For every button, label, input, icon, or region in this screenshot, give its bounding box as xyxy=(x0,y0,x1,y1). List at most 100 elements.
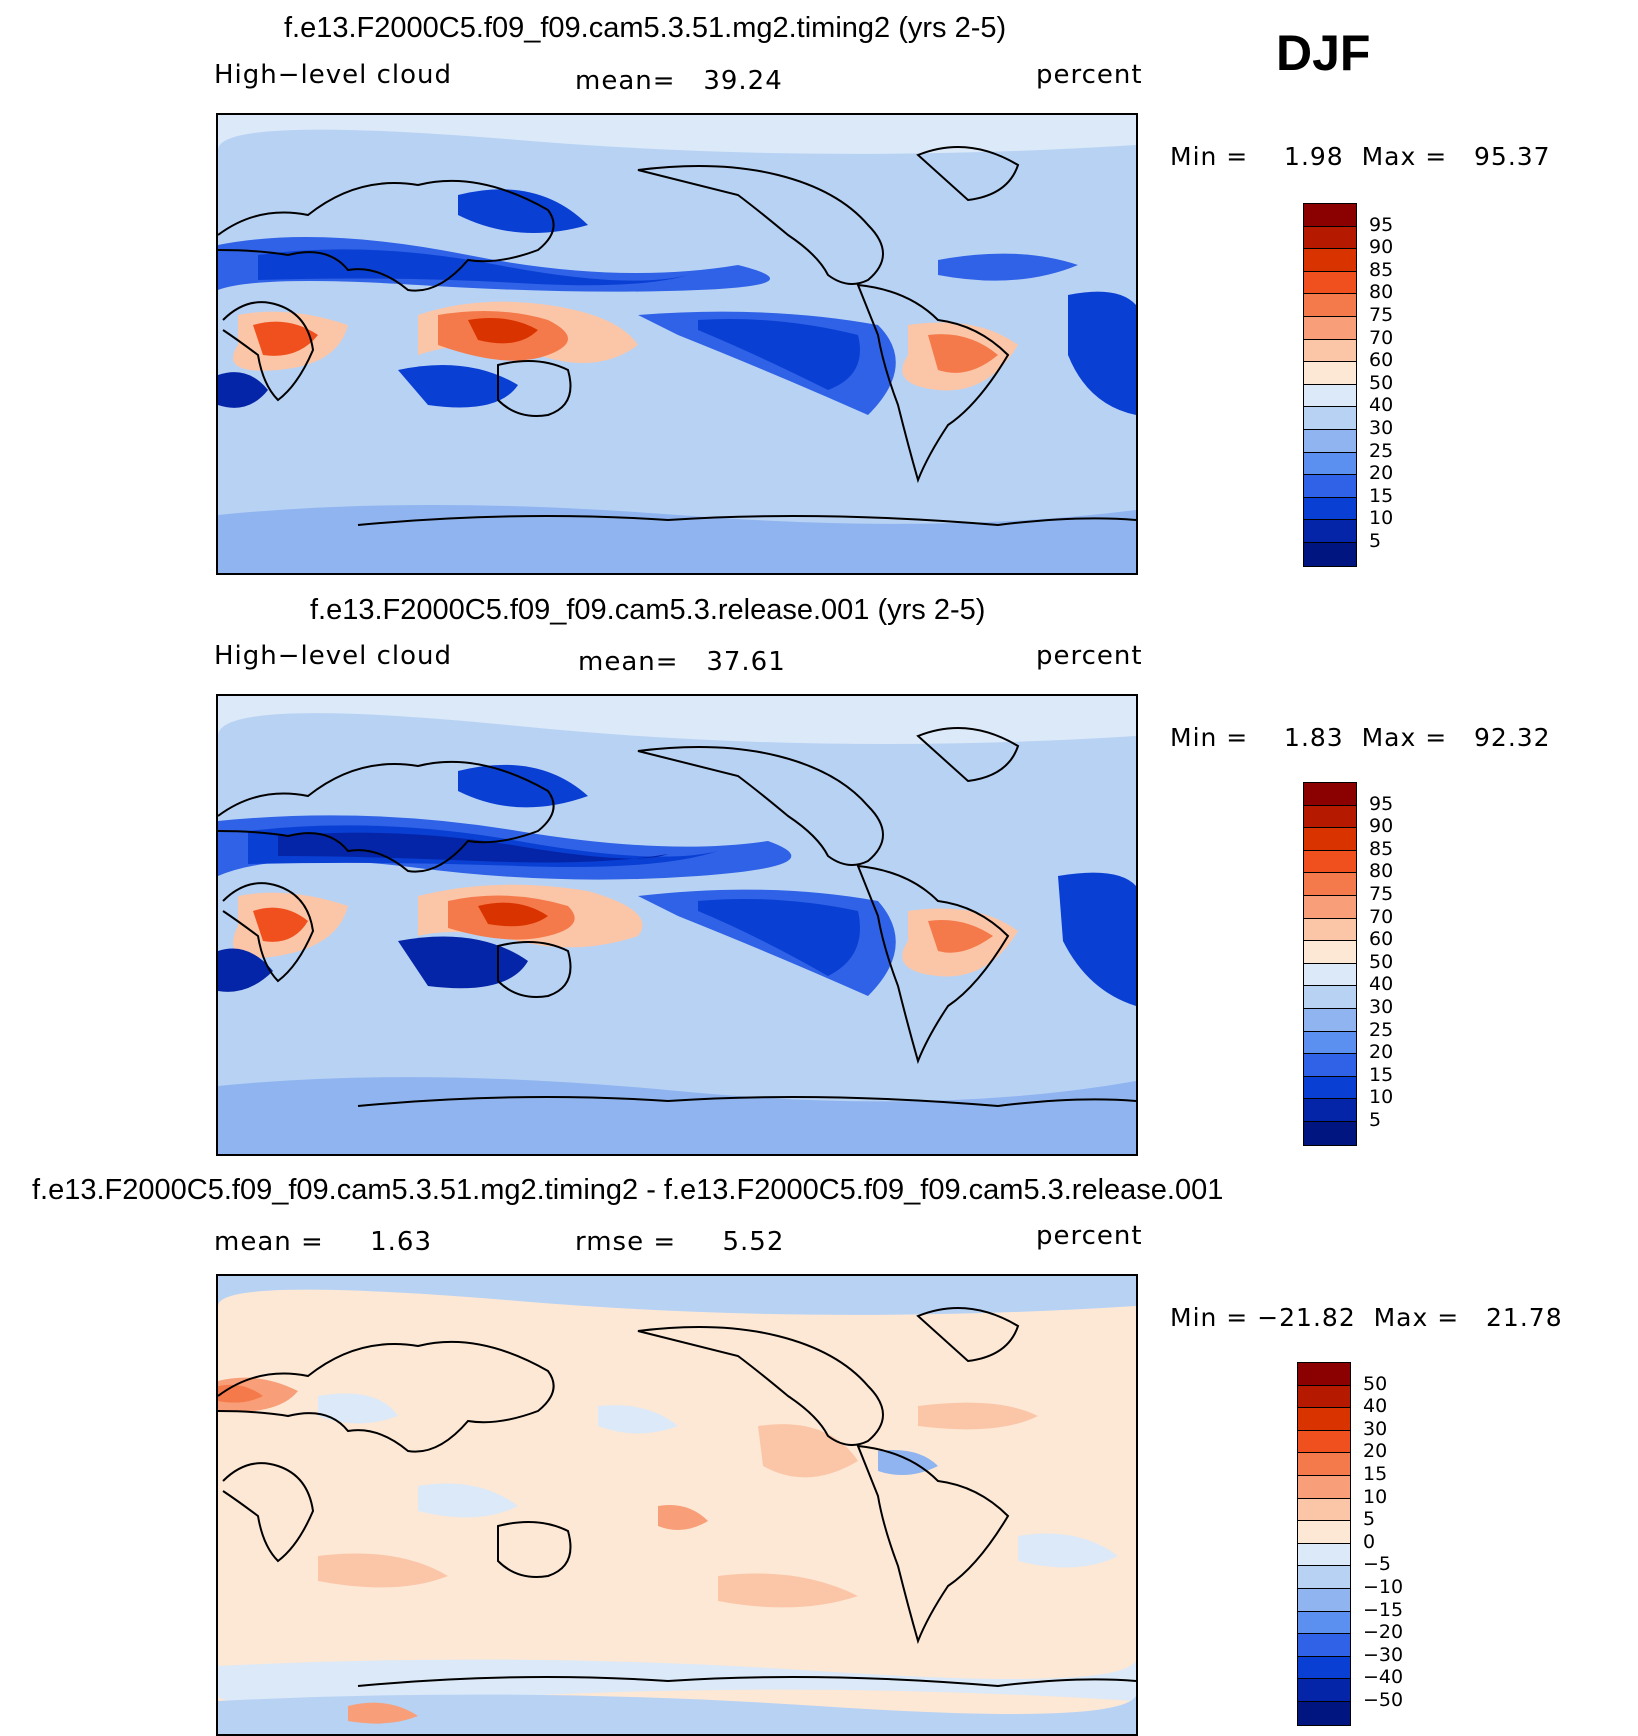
colorbar-tick-label: 10 xyxy=(1369,507,1394,530)
panel-3-map xyxy=(216,1274,1138,1736)
colorbar-swatch xyxy=(1304,941,1356,964)
colorbar-tick-label: 10 xyxy=(1363,1485,1388,1508)
colorbar-tick-label: −10 xyxy=(1363,1576,1404,1598)
colorbar-tick-label: 15 xyxy=(1363,1463,1388,1485)
colorbar-tick-label: 80 xyxy=(1369,860,1394,883)
panel-3-minmax: Min = −21.82 Max = 21.78 xyxy=(1170,1303,1563,1332)
panel-2-units-label: percent xyxy=(1036,641,1143,671)
colorbar-tick-label: 40 xyxy=(1369,394,1394,417)
colorbar-tick-label: 50 xyxy=(1369,950,1394,973)
colorbar-swatch xyxy=(1304,475,1356,498)
colorbar-tick-label: 90 xyxy=(1369,236,1394,259)
colorbar-tick-label: 75 xyxy=(1369,883,1394,905)
colorbar-swatch xyxy=(1298,1634,1350,1657)
colorbar-swatch xyxy=(1304,204,1356,227)
colorbar-swatch xyxy=(1304,226,1356,250)
difference-field xyxy=(218,1276,1136,1734)
colorbar-tick-label: 80 xyxy=(1369,281,1394,304)
colorbar-swatch xyxy=(1298,1543,1350,1567)
panel-3-rmse-label: rmse = 5.52 xyxy=(575,1227,785,1257)
colorbar-swatch xyxy=(1298,1521,1350,1544)
panel-3-colorbar-box xyxy=(1297,1362,1351,1726)
colorbar-tick-label: −5 xyxy=(1363,1553,1392,1576)
colorbar-swatch xyxy=(1304,1099,1356,1122)
colorbar-swatch xyxy=(1304,452,1356,476)
colorbar-tick-label: −40 xyxy=(1363,1666,1404,1689)
colorbar-swatch xyxy=(1304,384,1356,408)
colorbar-tick-label: 75 xyxy=(1369,304,1394,326)
panel-3-map-field xyxy=(218,1276,1136,1734)
colorbar-tick-label: 40 xyxy=(1363,1395,1388,1418)
colorbar-tick-label: 70 xyxy=(1369,326,1394,349)
colorbar-tick-label: −30 xyxy=(1363,1643,1404,1666)
colorbar-swatch xyxy=(1298,1588,1350,1612)
colorbar-tick-label: 95 xyxy=(1369,792,1394,815)
colorbar-tick-label: 20 xyxy=(1369,1041,1394,1064)
colorbar-tick-label: −15 xyxy=(1363,1598,1404,1621)
panel-3-units-label: percent xyxy=(1036,1221,1143,1251)
colorbar-swatch xyxy=(1304,294,1356,317)
colorbar-tick-label: 25 xyxy=(1369,439,1394,462)
coastlines xyxy=(218,727,1136,1108)
panel-1-variable-label: High−level cloud xyxy=(214,60,453,90)
colorbar-swatch xyxy=(1304,918,1356,942)
panel-2-colorbar-box xyxy=(1303,782,1357,1146)
colorbar-swatch xyxy=(1298,1363,1350,1386)
colorbar-tick-label: −20 xyxy=(1363,1621,1404,1644)
colorbar-swatch xyxy=(1298,1453,1350,1476)
colorbar-tick-label: 70 xyxy=(1369,905,1394,928)
colorbar-swatch xyxy=(1304,1031,1356,1055)
panel-2-variable-label: High−level cloud xyxy=(214,641,453,671)
colorbar-tick-label: 60 xyxy=(1369,349,1394,372)
panel-1-map xyxy=(216,113,1138,575)
colorbar-tick-label: 5 xyxy=(1369,530,1382,552)
colorbar-swatch xyxy=(1304,805,1356,829)
colorbar-swatch xyxy=(1304,542,1356,566)
colorbar-swatch xyxy=(1298,1611,1350,1635)
colorbar-swatch xyxy=(1298,1475,1350,1499)
colorbar-swatch xyxy=(1298,1701,1350,1725)
coastlines xyxy=(218,1307,1136,1688)
colorbar-tick-label: 50 xyxy=(1363,1372,1388,1395)
colorbar-tick-label: 50 xyxy=(1369,371,1394,394)
colorbar-swatch xyxy=(1304,828,1356,851)
panel-2-mean-label: mean= 37.61 xyxy=(578,647,786,677)
colorbar-swatch xyxy=(1298,1679,1350,1702)
colorbar-tick-label: 15 xyxy=(1369,1063,1394,1086)
colorbar-swatch xyxy=(1304,783,1356,806)
colorbar-tick-label: 85 xyxy=(1369,258,1394,281)
panel-1-title: f.e13.F2000C5.f09_f09.cam5.3.51.mg2.timi… xyxy=(284,12,1007,44)
colorbar-swatch xyxy=(1304,407,1356,430)
panel-2-map-field xyxy=(218,696,1136,1154)
colorbar-swatch xyxy=(1304,362,1356,385)
panel-1-map-field xyxy=(218,115,1136,573)
panel-3-title: f.e13.F2000C5.f09_f09.cam5.3.51.mg2.timi… xyxy=(32,1174,1224,1206)
colorbar-swatch xyxy=(1304,1008,1356,1032)
colorbar-tick-label: −50 xyxy=(1363,1689,1404,1711)
colorbar-swatch xyxy=(1304,1121,1356,1145)
panel-2-map xyxy=(216,694,1138,1156)
colorbar-swatch xyxy=(1304,271,1356,295)
colorbar-swatch xyxy=(1304,429,1356,453)
colorbar-swatch xyxy=(1304,986,1356,1009)
colorbar-swatch xyxy=(1304,850,1356,874)
colorbar-swatch xyxy=(1304,895,1356,919)
colorbar-tick-label: 30 xyxy=(1363,1417,1388,1440)
colorbar-tick-label: 0 xyxy=(1363,1530,1376,1553)
colorbar-swatch xyxy=(1298,1498,1350,1522)
colorbar-tick-label: 20 xyxy=(1369,462,1394,485)
colorbar-tick-label: 25 xyxy=(1369,1018,1394,1041)
colorbar-swatch xyxy=(1304,873,1356,896)
colorbar-tick-label: 90 xyxy=(1369,815,1394,838)
colorbar-tick-label: 40 xyxy=(1369,973,1394,996)
colorbar-swatch xyxy=(1304,963,1356,987)
colorbar-swatch xyxy=(1304,339,1356,363)
colorbar-tick-label: 10 xyxy=(1369,1086,1394,1109)
colorbar-swatch xyxy=(1298,1408,1350,1431)
colorbar-swatch xyxy=(1304,249,1356,272)
panel-1-units-label: percent xyxy=(1036,60,1143,90)
colorbar-swatch xyxy=(1304,1076,1356,1100)
season-label: DJF xyxy=(1276,25,1371,81)
colorbar-tick-label: 20 xyxy=(1363,1440,1388,1463)
panel-1-mean-label: mean= 39.24 xyxy=(575,66,783,96)
